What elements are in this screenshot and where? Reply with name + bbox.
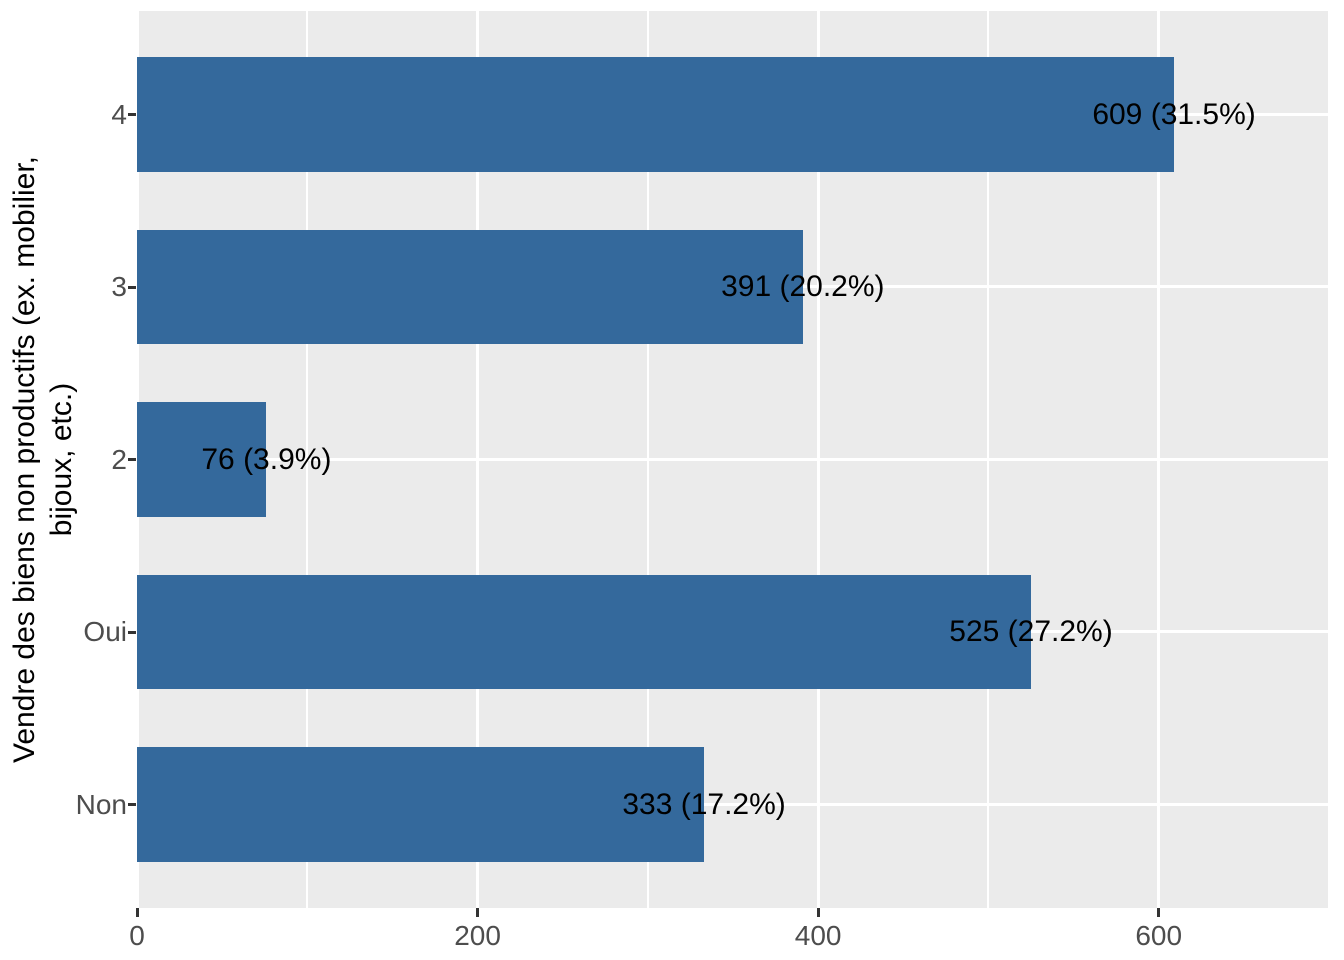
y-axis-ticks (128, 11, 136, 908)
bar-layer: 609 (31.5%) 391 (20.2%) 76 (3.9%) 525 (27.2… (137, 11, 1329, 908)
bar (137, 747, 705, 862)
bar-value-label: 525 (27.2%) (949, 614, 1113, 648)
y-tick-mark (128, 630, 136, 634)
bar-value-label: 391 (20.2%) (721, 270, 885, 303)
v-gridline-minor (1328, 11, 1330, 908)
bar (137, 574, 1031, 690)
x-tick-label: 0 (129, 920, 145, 951)
h-gridline (137, 458, 1329, 461)
x-tick-label: 600 (1135, 920, 1183, 951)
x-tick-label: 200 (454, 920, 501, 951)
bar-value-label: 609 (31.5%) (1092, 97, 1256, 131)
x-tick-mark (476, 908, 480, 917)
y-tick-mark (128, 113, 136, 116)
bar-value-label: 76 (3.9%) (201, 442, 332, 476)
y-tick-label: Oui (83, 616, 127, 647)
x-tick-mark (1157, 908, 1161, 917)
bar (137, 402, 267, 517)
y-tick-label: Non (75, 788, 127, 820)
y-tick-mark (128, 458, 136, 461)
x-tick-label: 400 (794, 920, 842, 951)
x-tick-mark (816, 908, 820, 917)
bar (137, 229, 803, 345)
h-gridline (137, 803, 1329, 806)
bar (137, 57, 1175, 172)
y-tick-mark (128, 285, 136, 289)
y-tick-label: 2 (111, 443, 127, 475)
x-axis: 0 200 400 600 (129, 908, 1329, 960)
y-tick-label: 4 (111, 98, 127, 130)
plot-panel: 609 (31.5%) 391 (20.2%) 76 (3.9%) 525 (27.2… (135, 11, 1330, 908)
bar-value-label: 333 (17.2%) (622, 787, 786, 821)
y-tick-label: 3 (111, 271, 127, 302)
y-tick-mark (128, 803, 136, 806)
y-axis: 4 3 2 Oui Non (0, 11, 127, 908)
x-tick-mark (135, 908, 139, 917)
